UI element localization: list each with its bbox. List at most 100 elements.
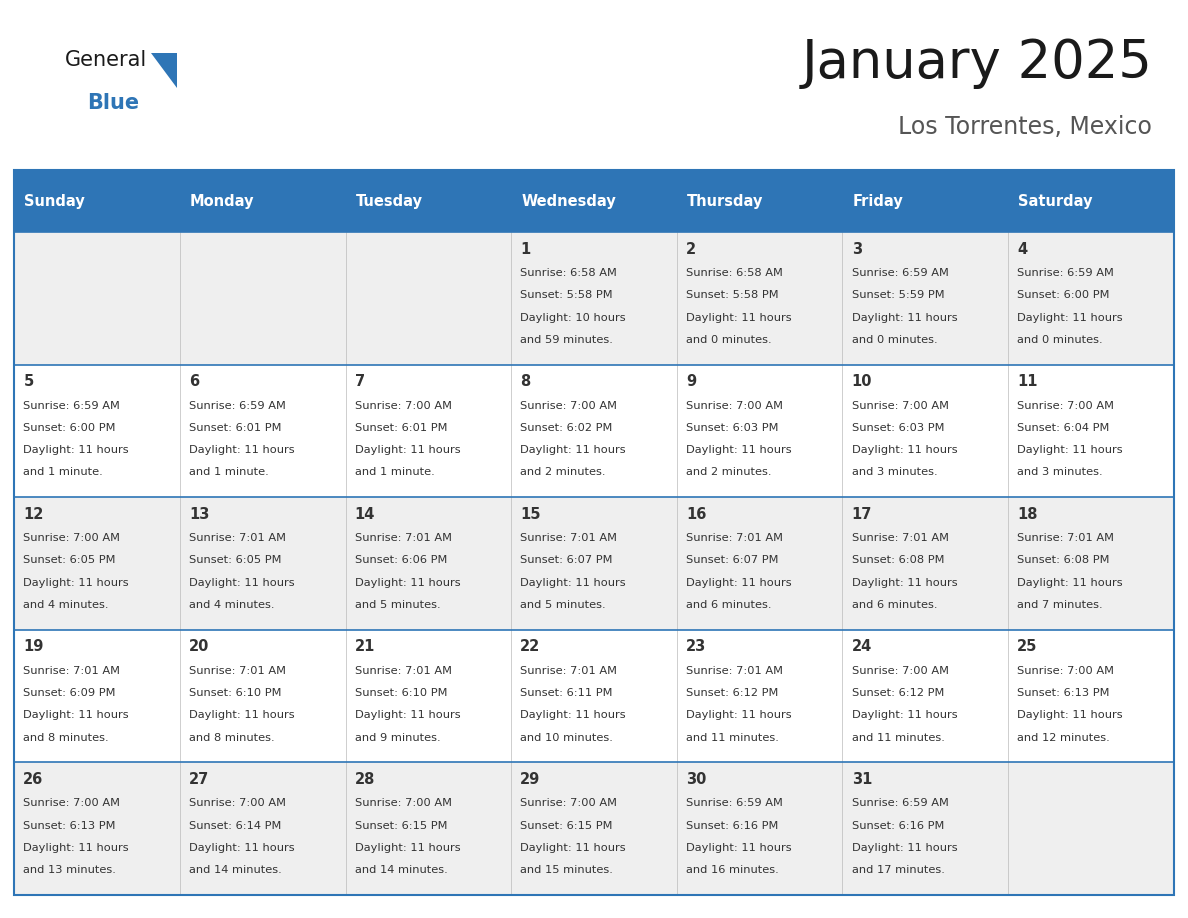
Text: and 11 minutes.: and 11 minutes. xyxy=(685,733,779,743)
Text: Sunrise: 7:01 AM: Sunrise: 7:01 AM xyxy=(24,666,120,676)
Text: Daylight: 11 hours: Daylight: 11 hours xyxy=(355,445,460,455)
Text: Sunset: 6:07 PM: Sunset: 6:07 PM xyxy=(520,555,613,565)
Text: Sunset: 6:13 PM: Sunset: 6:13 PM xyxy=(24,821,116,831)
Text: and 14 minutes.: and 14 minutes. xyxy=(189,865,282,875)
Text: and 6 minutes.: and 6 minutes. xyxy=(685,600,771,610)
Text: Sunrise: 7:00 AM: Sunrise: 7:00 AM xyxy=(685,400,783,410)
Text: Daylight: 11 hours: Daylight: 11 hours xyxy=(189,843,295,853)
Text: Sunrise: 7:00 AM: Sunrise: 7:00 AM xyxy=(189,799,286,808)
Text: and 0 minutes.: and 0 minutes. xyxy=(852,335,937,345)
Text: 9: 9 xyxy=(685,375,696,389)
Text: 27: 27 xyxy=(189,772,209,787)
Text: 2: 2 xyxy=(685,241,696,256)
Text: Sunrise: 7:01 AM: Sunrise: 7:01 AM xyxy=(189,533,286,543)
Text: 30: 30 xyxy=(685,772,707,787)
Text: Saturday: Saturday xyxy=(1018,194,1093,208)
Text: and 6 minutes.: and 6 minutes. xyxy=(852,600,937,610)
Text: 11: 11 xyxy=(1017,375,1037,389)
Text: Sunset: 6:09 PM: Sunset: 6:09 PM xyxy=(24,688,116,698)
Text: and 5 minutes.: and 5 minutes. xyxy=(520,600,606,610)
Text: Sunset: 6:13 PM: Sunset: 6:13 PM xyxy=(1017,688,1110,698)
Text: and 15 minutes.: and 15 minutes. xyxy=(520,865,613,875)
Text: Sunrise: 7:01 AM: Sunrise: 7:01 AM xyxy=(520,533,618,543)
Text: Sunrise: 7:00 AM: Sunrise: 7:00 AM xyxy=(520,799,618,808)
Text: 7: 7 xyxy=(355,375,365,389)
Bar xyxy=(14,364,1174,498)
Text: 20: 20 xyxy=(189,639,209,655)
Text: 4: 4 xyxy=(1017,241,1028,256)
Text: Sunset: 6:06 PM: Sunset: 6:06 PM xyxy=(355,555,447,565)
Text: 23: 23 xyxy=(685,639,706,655)
Text: 31: 31 xyxy=(852,772,872,787)
Text: Daylight: 11 hours: Daylight: 11 hours xyxy=(24,445,129,455)
Text: 19: 19 xyxy=(24,639,44,655)
Text: Sunset: 6:05 PM: Sunset: 6:05 PM xyxy=(24,555,116,565)
Text: and 2 minutes.: and 2 minutes. xyxy=(685,467,771,477)
Text: 10: 10 xyxy=(852,375,872,389)
Text: 29: 29 xyxy=(520,772,541,787)
Text: Sunset: 6:04 PM: Sunset: 6:04 PM xyxy=(1017,423,1110,433)
Text: and 10 minutes.: and 10 minutes. xyxy=(520,733,613,743)
Text: and 14 minutes.: and 14 minutes. xyxy=(355,865,448,875)
Text: Sunrise: 7:00 AM: Sunrise: 7:00 AM xyxy=(520,400,618,410)
Text: 22: 22 xyxy=(520,639,541,655)
Text: Sunset: 6:16 PM: Sunset: 6:16 PM xyxy=(685,821,778,831)
Text: Daylight: 11 hours: Daylight: 11 hours xyxy=(852,843,958,853)
Text: Daylight: 11 hours: Daylight: 11 hours xyxy=(852,577,958,588)
Text: Daylight: 11 hours: Daylight: 11 hours xyxy=(685,843,791,853)
Text: Sunset: 6:01 PM: Sunset: 6:01 PM xyxy=(189,423,282,433)
Text: Sunset: 6:03 PM: Sunset: 6:03 PM xyxy=(852,423,944,433)
Text: Sunset: 5:58 PM: Sunset: 5:58 PM xyxy=(520,290,613,300)
Text: Daylight: 11 hours: Daylight: 11 hours xyxy=(1017,711,1123,721)
Bar xyxy=(346,170,511,232)
Text: Daylight: 11 hours: Daylight: 11 hours xyxy=(355,577,460,588)
Text: Sunrise: 6:58 AM: Sunrise: 6:58 AM xyxy=(520,268,617,278)
Text: Sunrise: 7:01 AM: Sunrise: 7:01 AM xyxy=(685,533,783,543)
Bar xyxy=(677,170,842,232)
Bar xyxy=(14,232,1174,364)
Text: 12: 12 xyxy=(24,507,44,521)
Text: Sunrise: 6:59 AM: Sunrise: 6:59 AM xyxy=(24,400,120,410)
Text: Daylight: 11 hours: Daylight: 11 hours xyxy=(520,711,626,721)
Text: Daylight: 10 hours: Daylight: 10 hours xyxy=(520,313,626,322)
Text: Sunrise: 7:01 AM: Sunrise: 7:01 AM xyxy=(520,666,618,676)
Bar xyxy=(14,498,1174,630)
Text: and 5 minutes.: and 5 minutes. xyxy=(355,600,441,610)
Text: and 9 minutes.: and 9 minutes. xyxy=(355,733,441,743)
Text: Sunrise: 7:01 AM: Sunrise: 7:01 AM xyxy=(189,666,286,676)
Text: Sunrise: 7:00 AM: Sunrise: 7:00 AM xyxy=(355,400,451,410)
Text: and 0 minutes.: and 0 minutes. xyxy=(685,335,771,345)
Text: 14: 14 xyxy=(355,507,375,521)
Text: Sunday: Sunday xyxy=(24,194,86,208)
Text: and 11 minutes.: and 11 minutes. xyxy=(852,733,944,743)
Text: Sunrise: 7:01 AM: Sunrise: 7:01 AM xyxy=(685,666,783,676)
Bar xyxy=(511,170,677,232)
Text: Los Torrentes, Mexico: Los Torrentes, Mexico xyxy=(898,115,1152,139)
Text: Daylight: 11 hours: Daylight: 11 hours xyxy=(189,577,295,588)
Text: 25: 25 xyxy=(1017,639,1037,655)
Text: and 2 minutes.: and 2 minutes. xyxy=(520,467,606,477)
Bar xyxy=(1009,170,1174,232)
Text: Daylight: 11 hours: Daylight: 11 hours xyxy=(685,711,791,721)
Text: Daylight: 11 hours: Daylight: 11 hours xyxy=(520,577,626,588)
Text: Sunset: 5:58 PM: Sunset: 5:58 PM xyxy=(685,290,778,300)
Text: Daylight: 11 hours: Daylight: 11 hours xyxy=(685,445,791,455)
Text: 17: 17 xyxy=(852,507,872,521)
Text: 18: 18 xyxy=(1017,507,1037,521)
Text: Sunset: 6:05 PM: Sunset: 6:05 PM xyxy=(189,555,282,565)
Text: Sunrise: 6:59 AM: Sunrise: 6:59 AM xyxy=(685,799,783,808)
Text: and 3 minutes.: and 3 minutes. xyxy=(1017,467,1102,477)
Text: Sunset: 6:07 PM: Sunset: 6:07 PM xyxy=(685,555,778,565)
Text: Sunrise: 7:01 AM: Sunrise: 7:01 AM xyxy=(852,533,948,543)
Text: Sunrise: 6:59 AM: Sunrise: 6:59 AM xyxy=(852,799,948,808)
Text: and 0 minutes.: and 0 minutes. xyxy=(1017,335,1102,345)
Text: and 17 minutes.: and 17 minutes. xyxy=(852,865,944,875)
Text: Sunset: 6:16 PM: Sunset: 6:16 PM xyxy=(852,821,944,831)
Text: and 7 minutes.: and 7 minutes. xyxy=(1017,600,1102,610)
Text: and 8 minutes.: and 8 minutes. xyxy=(189,733,274,743)
Text: 1: 1 xyxy=(520,241,531,256)
Text: Daylight: 11 hours: Daylight: 11 hours xyxy=(852,445,958,455)
Text: 26: 26 xyxy=(24,772,44,787)
Text: January 2025: January 2025 xyxy=(802,37,1152,89)
Text: Tuesday: Tuesday xyxy=(355,194,423,208)
